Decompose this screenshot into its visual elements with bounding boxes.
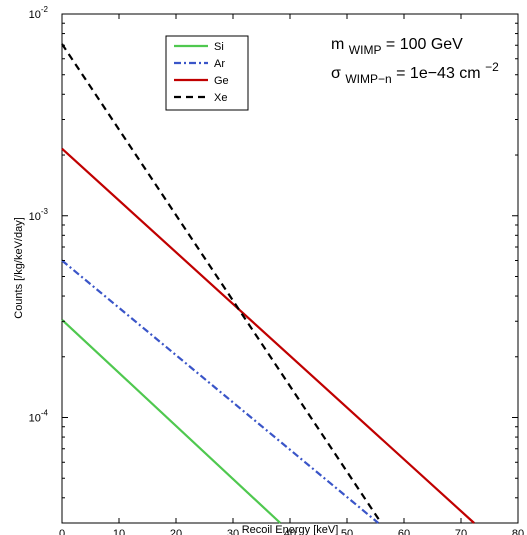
annotation-line-cross-section: σ WIMP−n = 1e−43 cm −2 <box>331 60 499 87</box>
y-tick-base: 10 <box>29 211 41 223</box>
x-tick-label-20: 20 <box>170 528 182 535</box>
legend-entries: Si Ar Ge Xe <box>174 41 229 104</box>
annotation-mass-sub: WIMP <box>349 43 382 57</box>
annotation-line-mass: m WIMP = 100 GeV <box>331 36 463 58</box>
x-tick-label-0: 0 <box>59 528 65 535</box>
series-line-ge <box>61 147 475 524</box>
x-tick-label-50: 50 <box>341 528 353 535</box>
series-line-ar <box>61 259 380 524</box>
legend-label-ar: Ar <box>214 58 225 70</box>
y-tick-label--3: 10-3 <box>29 207 49 223</box>
y-axis-label: Counts [/kg/keV/day] <box>13 217 25 319</box>
x-tick-label-60: 60 <box>398 528 410 535</box>
x-tick-label-10: 10 <box>113 528 125 535</box>
series-line-si <box>61 318 282 524</box>
annotation-mass-rest: = 100 GeV <box>386 36 463 53</box>
y-tick-exponent: -2 <box>41 5 49 14</box>
x-axis-label: Recoil Energy [keV] <box>242 524 339 535</box>
legend-label-ge: Ge <box>214 75 229 87</box>
x-tick-label-40: 40 <box>284 528 296 535</box>
annotation-sigma-sub: WIMP−n <box>345 72 391 86</box>
y-tick-base: 10 <box>29 9 41 21</box>
y-tick-label--2: 10-2 <box>29 5 49 21</box>
y-tick-base: 10 <box>29 413 41 425</box>
series-layer <box>61 43 475 524</box>
y-tick-label--4: 10-4 <box>29 409 49 425</box>
annotation-sigma-symbol: σ <box>331 65 341 82</box>
legend: Si Ar Ge Xe <box>165 35 249 111</box>
annotation: m WIMP = 100 GeV σ WIMP−n = 1e−43 cm −2 <box>331 36 499 87</box>
x-tick-label-30: 30 <box>227 528 239 535</box>
y-tick-exponent: -4 <box>41 409 49 418</box>
y-tick-exponent: -3 <box>41 207 49 216</box>
legend-label-si: Si <box>214 41 224 53</box>
x-tick-label-80: 80 <box>512 528 524 535</box>
annotation-sigma-rest: = 1e−43 cm <box>396 65 481 82</box>
annotation-mass-symbol: m <box>331 36 344 53</box>
legend-label-xe: Xe <box>214 92 227 104</box>
annotation-sigma-sup: −2 <box>485 60 499 74</box>
x-tick-label-70: 70 <box>455 528 467 535</box>
plot-area <box>61 13 519 524</box>
